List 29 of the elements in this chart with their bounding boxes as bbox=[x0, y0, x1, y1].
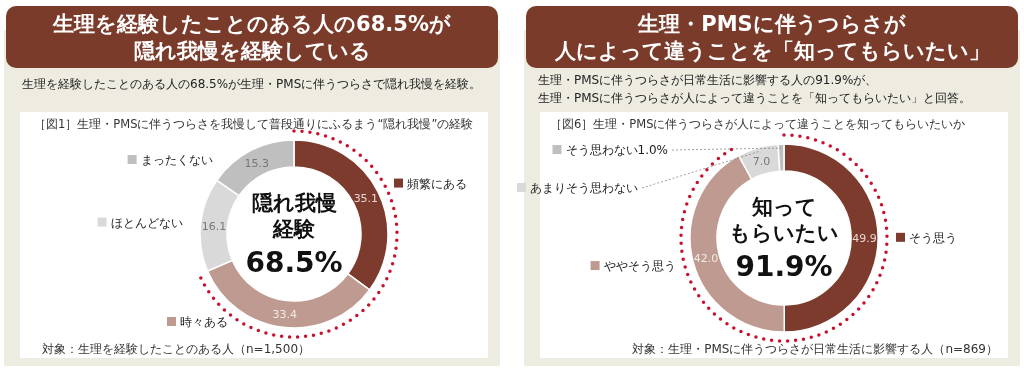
data-label: 7.0 bbox=[752, 154, 771, 168]
text: 対象：生理を経験したことのある人（n=1,500） bbox=[42, 342, 311, 356]
text: 68.5% bbox=[245, 246, 343, 279]
chart-subtitle: 生理を経験したことのある人の68.5%が生理・PMSに伴うつらさで隠れ我慢を経験。 bbox=[22, 77, 482, 91]
text: 経験 bbox=[272, 217, 316, 241]
legend-label: そう思う bbox=[909, 230, 957, 245]
legend-label: あまりそう思わない bbox=[530, 181, 638, 195]
data-label: 42.0 bbox=[693, 252, 719, 266]
text: 対象：生理・PMSに伴うつらさが日常生活に影響する人（n=869） bbox=[632, 342, 998, 356]
text: ［図1］生理・PMSに伴うつらさを我慢して普段通りにふるまう“隠れ我慢”の経験 bbox=[34, 117, 474, 131]
text: 隠れ我慢 bbox=[251, 191, 337, 215]
text: もらいたい bbox=[729, 221, 839, 245]
chart-title: 生理を経験したことのある人の68.5%が隠れ我慢を経験している bbox=[52, 12, 451, 63]
data-label: 15.3 bbox=[244, 156, 269, 170]
legend-label: ほとんどない bbox=[110, 215, 183, 230]
data-label: 1.0% bbox=[637, 143, 668, 157]
data-label: 33.4 bbox=[272, 307, 297, 321]
text: 91.9% bbox=[735, 250, 833, 283]
legend-label: ややそう思う bbox=[603, 259, 676, 274]
data-label: 16.1 bbox=[201, 219, 227, 233]
data-label: 35.1 bbox=[353, 191, 379, 205]
text: ［図6］生理・PMSに伴うつらさが人によって違うことを知ってもらいたいか bbox=[550, 117, 966, 131]
text: 知って bbox=[750, 195, 817, 219]
legend-label: 頻繁にある bbox=[407, 176, 468, 191]
data-label: 49.9 bbox=[852, 231, 877, 245]
legend-label: 時々ある bbox=[180, 315, 228, 329]
chart-subtitle: 生理・PMSに伴うつらさが日常生活に影響する人の91.9%が、生理・PMSに伴うつらさが人によって違うことを「知ってもらいたい」と回答。 bbox=[538, 73, 972, 105]
legend-label: まったくない bbox=[140, 153, 213, 167]
chart-title: 生理・PMSに伴うつらさが人によって違うことを「知ってもらいたい」 bbox=[553, 12, 990, 63]
